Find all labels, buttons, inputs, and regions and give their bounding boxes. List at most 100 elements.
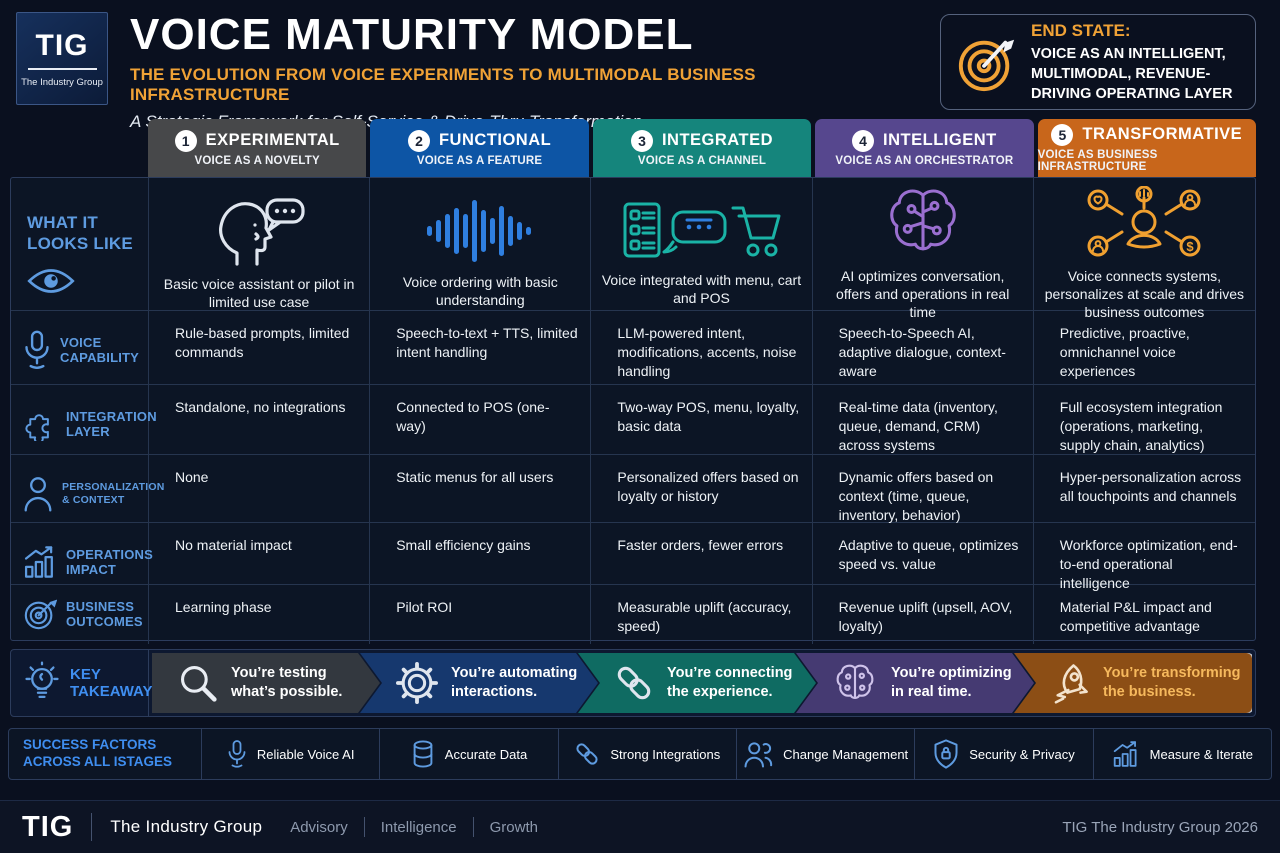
stage-title-row: 4 INTELLIGENT bbox=[852, 129, 997, 152]
takeaway-arrow-transformative: You’re transforming the business. bbox=[1014, 653, 1252, 713]
stage-number-badge: 2 bbox=[407, 129, 430, 152]
voice-waveform-icon bbox=[425, 198, 535, 264]
success-factor-reliable-voice-ai: Reliable Voice AI bbox=[201, 729, 379, 779]
footer-nav-advisory: Advisory bbox=[290, 818, 348, 836]
row-personalization-context: PERSONALIZATION & CONTEXT None Static me… bbox=[11, 454, 1255, 533]
cell-outcomes-intelligent: Revenue uplift (upsell, AOV, loyalty) bbox=[813, 585, 1034, 644]
success-factor-strong-integrations: Strong Integrations bbox=[557, 729, 736, 779]
footer-nav-divider bbox=[472, 817, 474, 837]
success-factor-measure-iterate: Measure & Iterate bbox=[1092, 729, 1271, 779]
stage-tagline: VOICE AS A CHANNEL bbox=[637, 154, 767, 167]
takeaway-text: You’re transforming the business. bbox=[1103, 665, 1241, 700]
footer-copyright: TIG The Industry Group 2026 bbox=[1062, 818, 1258, 836]
footer-brand: The Industry Group bbox=[110, 817, 263, 836]
page-title: VOICE MATURITY MODEL bbox=[130, 10, 694, 59]
eye-icon bbox=[27, 266, 75, 296]
stage-name: INTELLIGENT bbox=[883, 131, 997, 149]
stage-header-intelligent: 4 INTELLIGENT VOICE AS AN ORCHESTRATOR bbox=[815, 119, 1034, 177]
row-header-label: PERSONALIZATION & CONTEXT bbox=[62, 481, 165, 506]
takeaway-arrow-integrated: You’re connecting the experience. bbox=[578, 653, 816, 713]
stage-title-row: 1 EXPERIMENTAL bbox=[174, 129, 340, 152]
footer-tig-logo: TIG bbox=[22, 810, 74, 843]
footer-divider bbox=[91, 813, 93, 841]
cell-caption: AI optimizes conversation, offers and op… bbox=[836, 268, 1010, 321]
row-voice-capability: VOICE CAPABILITY Rule-based prompts, lim… bbox=[11, 310, 1255, 389]
cell-personalization-integrated: Personalized offers based on loyalty or … bbox=[591, 455, 813, 533]
key-takeaway-header: KEY TAKEAWAY bbox=[11, 650, 153, 716]
key-takeaway-band: KEY TAKEAWAY You’re testing what’s possi… bbox=[10, 649, 1256, 717]
cell-looks-functional: Voice ordering with basic understanding bbox=[370, 178, 592, 330]
link-icon bbox=[614, 663, 654, 703]
footer-nav-intelligence: Intelligence bbox=[380, 818, 457, 836]
end-state-box: END STATE: VOICE AS AN INTELLIGENT, MULT… bbox=[940, 14, 1256, 110]
success-factor-text: Accurate Data bbox=[444, 746, 528, 762]
page-subtitle: THE EVOLUTION FROM VOICE EXPERIMENTS TO … bbox=[130, 64, 756, 104]
cell-looks-intelligent: AI optimizes conversation, offers and op… bbox=[813, 178, 1034, 330]
cell-personalization-functional: Static menus for all users bbox=[370, 455, 592, 533]
person-icon bbox=[23, 476, 53, 512]
row-header-integration-layer: INTEGRATION LAYER bbox=[11, 385, 157, 463]
stage-title-row: 5 TRANSFORMATIVE bbox=[1051, 123, 1242, 146]
takeaway-arrows: You’re testing what’s possible. You’re a… bbox=[149, 650, 1255, 716]
tig-logo-subtext: The Industry Group bbox=[21, 77, 103, 88]
stage-tagline: VOICE AS A NOVELTY bbox=[194, 154, 320, 167]
success-factors-band: SUCCESS FACTORS ACROSS ALL ISTAGES Relia… bbox=[8, 728, 1272, 780]
cell-looks-experimental: Basic voice assistant or pilot in limite… bbox=[149, 178, 371, 330]
footer: TIG The Industry Group Advisory Intellig… bbox=[0, 800, 1280, 853]
takeaway-arrow-intelligent: You’re optimizing in real time. bbox=[796, 653, 1034, 713]
success-factor-text: Reliable Voice AI bbox=[256, 746, 355, 762]
success-factor-text: Security & Privacy bbox=[969, 746, 1075, 762]
stage-title-row: 3 INTEGRATED bbox=[630, 129, 773, 152]
cell-operations-experimental: No material impact bbox=[149, 523, 371, 601]
stage-name: INTEGRATED bbox=[661, 131, 773, 149]
cell-integration-functional: Connected to POS (one-way) bbox=[370, 385, 592, 463]
cell-integration-intelligent: Real-time data (inventory, queue, demand… bbox=[813, 385, 1034, 463]
end-state-text-wrap: END STATE: VOICE AS AN INTELLIGENT, MULT… bbox=[1031, 21, 1241, 104]
microphone-icon bbox=[227, 740, 247, 768]
cell-capability-experimental: Rule-based prompts, limited commands bbox=[149, 311, 371, 389]
stage-header-integrated: 3 INTEGRATED VOICE AS A CHANNEL bbox=[592, 119, 812, 177]
row-header-business-outcomes: BUSINESS OUTCOMES bbox=[11, 585, 149, 644]
takeaway-text: You’re connecting the experience. bbox=[667, 665, 793, 700]
lightbulb-icon bbox=[23, 661, 61, 705]
database-icon bbox=[411, 740, 435, 768]
header: TIG The Industry Group VOICE MATURITY MO… bbox=[0, 0, 1280, 131]
cell-capability-transformative: Predictive, proactive, omnichannel voice… bbox=[1059, 325, 1190, 379]
row-integration-layer: INTEGRATION LAYER Standalone, no integra… bbox=[11, 384, 1255, 463]
cell-outcomes-transformative: Material P&L impact and competitive adva… bbox=[1059, 599, 1212, 634]
stage-tagline: VOICE AS A FEATURE bbox=[416, 154, 543, 167]
tig-logo: TIG The Industry Group bbox=[16, 12, 108, 105]
brain-icon bbox=[832, 663, 878, 703]
cell-capability-intelligent: Speech-to-Speech AI, adaptive dialogue, … bbox=[813, 311, 1034, 389]
cell-caption: Basic voice assistant or pilot in limite… bbox=[163, 276, 355, 311]
cell-operations-functional: Small efficiency gains bbox=[370, 523, 592, 601]
magnifier-icon bbox=[178, 663, 218, 703]
stage-name: FUNCTIONAL bbox=[438, 131, 552, 149]
success-factors-label: SUCCESS FACTORS ACROSS ALL ISTAGES bbox=[23, 737, 173, 769]
success-factor-text: Change Management bbox=[783, 746, 909, 762]
connected-systems-icon: $ bbox=[1084, 186, 1204, 258]
cell-operations-integrated: Faster orders, fewer errors bbox=[591, 523, 813, 601]
stage-number-badge: 1 bbox=[174, 129, 197, 152]
ai-brain-icon bbox=[884, 186, 962, 258]
end-state-text: VOICE AS AN INTELLIGENT, MULTIMODAL, REV… bbox=[1031, 45, 1233, 102]
footer-nav: Advisory Intelligence Growth bbox=[290, 817, 538, 837]
maturity-matrix: WHAT IT LOOKS LIKE bbox=[10, 177, 1256, 644]
row-header-voice-capability: VOICE CAPABILITY bbox=[11, 311, 149, 389]
footer-nav-divider bbox=[363, 817, 365, 837]
bar-chart-growth-icon bbox=[1112, 741, 1140, 767]
cell-capability-functional: Speech-to-text + TTS, limited intent han… bbox=[370, 311, 592, 389]
takeaway-text: You’re testing what’s possible. bbox=[231, 665, 343, 700]
row-header-what-it-looks-like: WHAT IT LOOKS LIKE bbox=[11, 178, 149, 330]
title-block: VOICE MATURITY MODEL THE EVOLUTION FROM … bbox=[130, 12, 918, 132]
cell-capability-integrated: LLM-powered intent, modifications, accen… bbox=[591, 311, 813, 389]
stage-header-transformative: 5 TRANSFORMATIVE VOICE AS BUSINESS INFRA… bbox=[1037, 119, 1256, 177]
cell-caption: Voice ordering with basic understanding bbox=[402, 274, 558, 309]
cell-integration-transformative: Full ecosystem integration (operations, … bbox=[1059, 399, 1223, 453]
row-operations-impact: OPERATIONS IMPACT No material impact Sma… bbox=[11, 522, 1255, 601]
cell-looks-transformative: $ Voice connects systems, personalizes a… bbox=[1034, 178, 1255, 330]
success-factor-security-privacy: Security & Privacy bbox=[914, 729, 1092, 779]
svg-text:$: $ bbox=[1187, 239, 1195, 254]
bar-chart-growth-icon bbox=[23, 546, 57, 578]
